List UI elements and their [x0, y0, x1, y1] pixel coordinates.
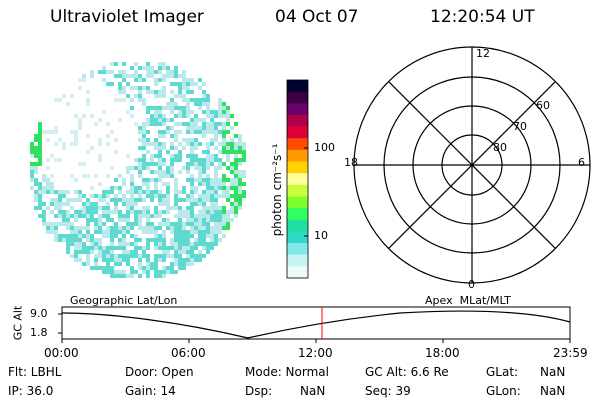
x-label-2359: 23:59: [553, 346, 588, 360]
dsp-value: NaN: [300, 384, 326, 398]
lat-label-70: 70: [513, 120, 527, 133]
colorbar-swatch: [287, 196, 308, 209]
colorbar-swatch: [287, 254, 308, 267]
polar-grid: [353, 46, 591, 284]
geographic-label: Geographic Lat/Lon: [70, 294, 178, 307]
lat-label-60: 60: [536, 99, 550, 112]
colorbar-swatch: [287, 138, 308, 151]
gain-readout: Gain: 14: [125, 384, 176, 398]
colorbar-swatch: [287, 173, 308, 186]
colorbar-swatch: [287, 208, 308, 221]
colorbar-swatch: [287, 103, 308, 116]
x-label-0600: 06:00: [171, 346, 206, 360]
glat-label: GLat:: [486, 365, 519, 379]
y-label-9: 9.0: [30, 307, 48, 320]
colorbar-swatch: [287, 266, 308, 279]
glon-value: NaN: [540, 384, 566, 398]
colorbar-swatch: [287, 114, 308, 128]
colorbar-swatch: [287, 184, 308, 198]
door-readout: Door: Open: [125, 365, 194, 379]
lat-label-80: 80: [493, 141, 507, 154]
gc-alt-axis-title: GC Alt: [11, 305, 25, 341]
y-label-1-8: 1.8: [30, 326, 48, 339]
x-label-1800: 18:00: [425, 346, 460, 360]
glon-label: GLon:: [486, 384, 521, 398]
colorbar-swatch: [287, 219, 308, 233]
date-label: 04 Oct 07: [275, 7, 359, 27]
colorbar-units: photon cm⁻²s⁻¹: [270, 143, 284, 237]
color-bar: [286, 79, 309, 279]
colorbar-swatch: [287, 91, 308, 104]
filter-readout: Flt: LBHL: [8, 365, 62, 379]
glat-value: NaN: [540, 365, 566, 379]
colorbar-label-100: 100: [314, 141, 335, 154]
colorbar-swatch: [287, 80, 308, 93]
colorbar-swatch: [287, 149, 308, 163]
apex-label: Apex MLat/MLT: [425, 294, 511, 307]
mode-readout: Mode: Normal: [245, 365, 329, 379]
x-ticks: [61, 339, 571, 343]
colorbar-swatch: [287, 126, 308, 139]
dsp-label: Dsp:: [245, 384, 273, 398]
seq-readout: Seq: 39: [365, 384, 411, 398]
colorbar-swatch: [287, 161, 308, 174]
mlt-label-0: 0: [468, 278, 475, 291]
mlt-label-6: 6: [578, 156, 585, 169]
altitude-curve: [61, 310, 571, 339]
polar-diagonal-2: [388, 81, 556, 249]
mlt-label-18: 18: [344, 156, 358, 169]
x-label-1200: 12:00: [298, 346, 333, 360]
x-label-0000: 00:00: [44, 346, 79, 360]
colorbar-label-10: 10: [314, 229, 328, 242]
auroral-image: [30, 62, 246, 278]
gc-alt-readout: GC Alt: 6.6 Re: [365, 365, 449, 379]
mlt-label-12: 12: [476, 47, 490, 60]
instrument-title: Ultraviolet Imager: [50, 7, 204, 27]
colorbar-swatch: [287, 243, 308, 256]
time-label: 12:20:54 UT: [430, 7, 535, 27]
colorbar-swatch: [287, 231, 308, 244]
ip-readout: IP: 36.0: [8, 384, 54, 398]
colorbar-frame: [286, 79, 309, 279]
